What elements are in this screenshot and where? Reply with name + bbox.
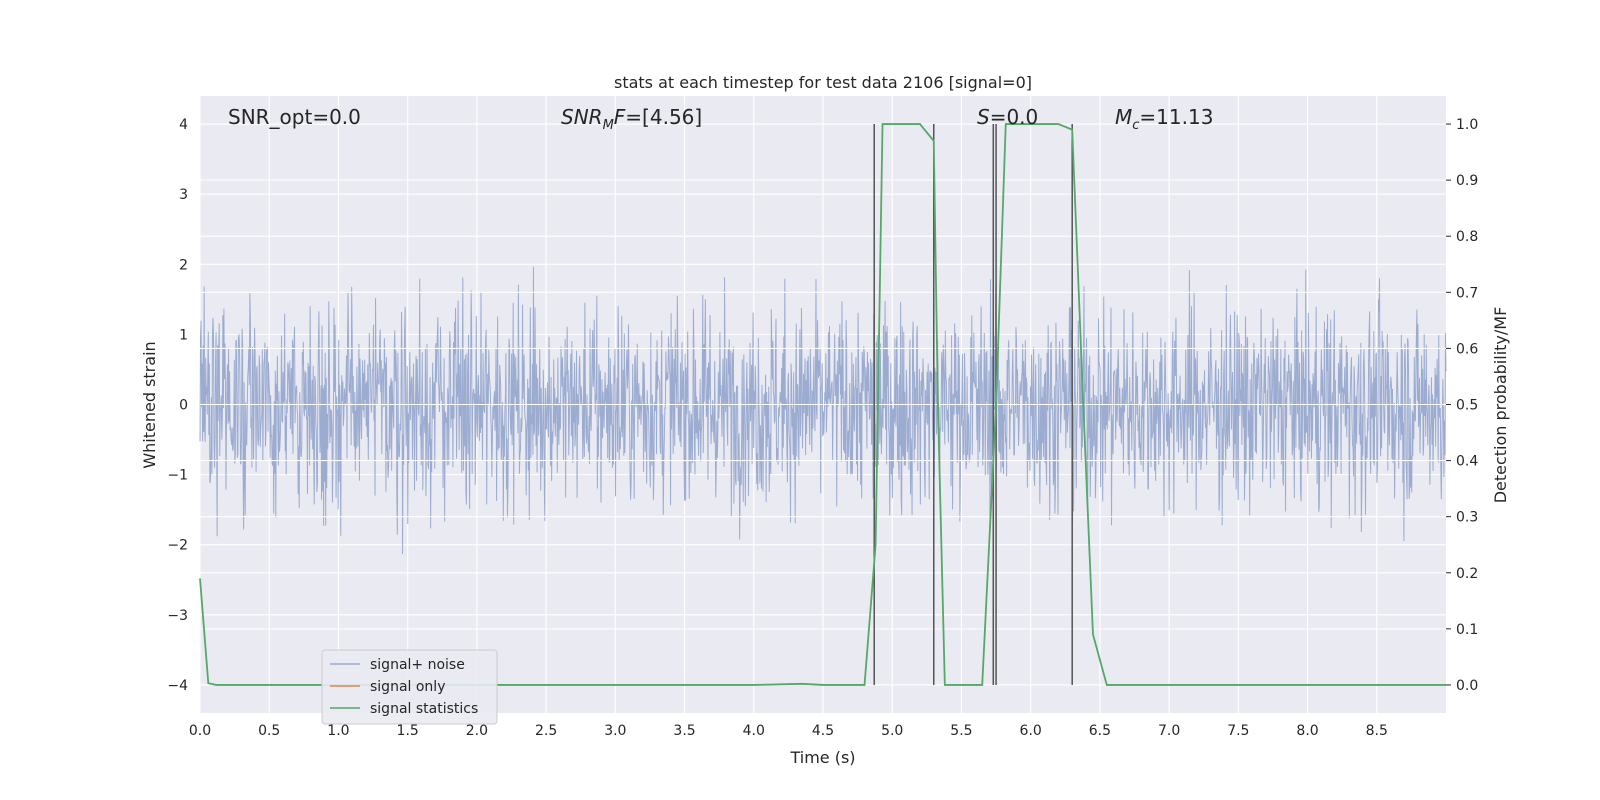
x-tick-label: 6.5 <box>1089 723 1111 739</box>
y-left-tick-label: −2 <box>167 538 188 554</box>
x-tick-label: 4.0 <box>743 723 765 739</box>
x-tick-label: 6.0 <box>1020 723 1042 739</box>
y-axis-label-right: Detection probability/MF <box>1491 307 1510 504</box>
chart-title: stats at each timestep for test data 210… <box>614 73 1032 92</box>
left-axis-ticks: 4 3 2 1 0 −1 −2 −3 −4 <box>167 117 188 694</box>
signal-noise-line <box>199 266 1447 555</box>
legend: signal+ noise signal only signal statist… <box>321 649 498 725</box>
x-tick-label: 7.0 <box>1158 723 1180 739</box>
y-left-tick-label: −1 <box>167 468 188 484</box>
x-tick-label: 5.5 <box>950 723 972 739</box>
legend-box <box>321 649 498 725</box>
x-tick-label: 0.0 <box>189 723 211 739</box>
x-tick-label: 1.5 <box>397 723 419 739</box>
x-tick-label: 8.0 <box>1296 723 1318 739</box>
x-tick-label: 5.0 <box>881 723 903 739</box>
x-tick-label: 3.5 <box>673 723 695 739</box>
s-value: =0.0 <box>990 105 1039 129</box>
y-axis-label-left: Whitened strain <box>140 341 159 468</box>
x-tick-label: 3.0 <box>604 723 626 739</box>
y-right-tick-label: 1.0 <box>1456 117 1478 133</box>
x-tick-label: 2.0 <box>466 723 488 739</box>
mc-annotation: Mc=11.13 <box>1115 105 1213 133</box>
right-axis-ticks: 1.0 0.9 0.8 0.7 0.6 0.5 0.4 0.3 0.2 0.1 0.0 <box>1446 117 1478 694</box>
statistics-series <box>199 123 1446 686</box>
x-tick-label: 2.5 <box>535 723 557 739</box>
y-right-tick-label: 0.8 <box>1456 229 1478 245</box>
noise-series <box>199 266 1447 555</box>
y-right-tick-label: 0.3 <box>1456 510 1478 526</box>
y-left-tick-label: −3 <box>167 608 188 624</box>
x-axis-label: Time (s) <box>789 748 855 767</box>
y-right-tick-label: 0.1 <box>1456 622 1478 638</box>
x-tick-label: 1.0 <box>327 723 349 739</box>
y-left-tick-label: 3 <box>179 187 188 203</box>
legend-label-signal-statistics: signal statistics <box>370 701 478 717</box>
y-right-tick-label: 0.7 <box>1456 285 1478 301</box>
y-right-tick-label: 0.6 <box>1456 341 1478 357</box>
y-left-tick-label: 0 <box>179 398 188 414</box>
s-annotation: S=0.0 <box>977 105 1038 129</box>
snr-mf-annotation: SNRMF=[4.56] <box>561 105 702 133</box>
mc-value: =11.13 <box>1139 105 1213 129</box>
y-left-tick-label: 2 <box>179 257 188 273</box>
y-left-tick-label: −4 <box>167 678 188 694</box>
legend-label-signal-noise: signal+ noise <box>370 657 465 673</box>
x-tick-label: 8.5 <box>1366 723 1388 739</box>
x-axis-ticks: 0.0 0.5 1.0 1.5 2.0 2.5 3.0 3.5 4.0 4.5 5.0 5.5 6.0 6… <box>189 723 1388 739</box>
x-tick-label: 7.5 <box>1227 723 1249 739</box>
y-right-tick-label: 0.9 <box>1456 173 1478 189</box>
y-left-tick-label: 4 <box>179 117 188 133</box>
snr-mf-value: =[4.56] <box>625 105 702 129</box>
y-right-tick-label: 0.4 <box>1456 454 1478 470</box>
y-right-tick-label: 0.2 <box>1456 566 1478 582</box>
y-right-tick-label: 0.5 <box>1456 398 1478 414</box>
y-left-tick-label: 1 <box>179 327 188 343</box>
signal-statistics-line <box>199 123 1446 686</box>
legend-label-signal-only: signal only <box>370 679 445 695</box>
x-tick-label: 4.5 <box>812 723 834 739</box>
y-right-tick-label: 0.0 <box>1456 678 1478 694</box>
snr-opt-annotation: SNR_opt=0.0 <box>228 105 361 129</box>
x-tick-label: 0.5 <box>258 723 280 739</box>
